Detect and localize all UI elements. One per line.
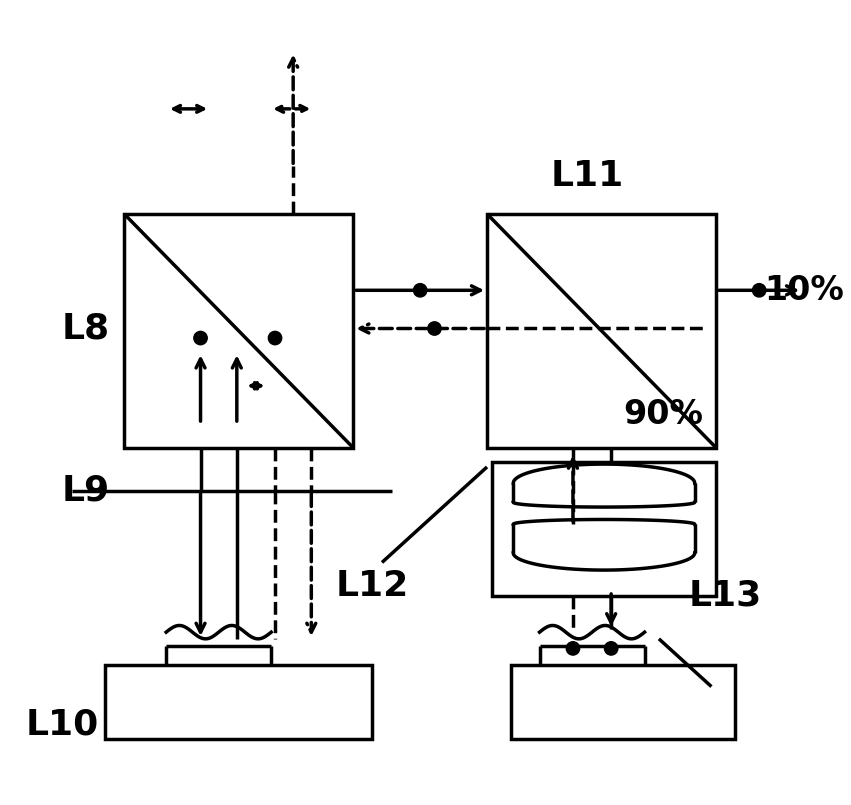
Bar	[511, 665, 735, 739]
Text: 90%: 90%	[624, 398, 704, 431]
Circle shape	[414, 283, 427, 297]
Text: L13: L13	[689, 579, 762, 613]
Text: L11: L11	[551, 159, 624, 192]
Bar	[105, 665, 373, 739]
Text: L12: L12	[336, 569, 409, 603]
Bar	[492, 462, 717, 596]
Circle shape	[268, 332, 282, 345]
Text: L8: L8	[62, 312, 110, 345]
Circle shape	[194, 332, 208, 345]
Circle shape	[604, 642, 618, 655]
Bar	[487, 214, 717, 448]
Bar	[124, 214, 353, 448]
Circle shape	[752, 283, 766, 297]
Text: L9: L9	[62, 474, 110, 508]
Circle shape	[428, 322, 441, 335]
Text: 10%: 10%	[764, 274, 843, 307]
Text: L10: L10	[26, 708, 99, 741]
Circle shape	[566, 642, 580, 655]
